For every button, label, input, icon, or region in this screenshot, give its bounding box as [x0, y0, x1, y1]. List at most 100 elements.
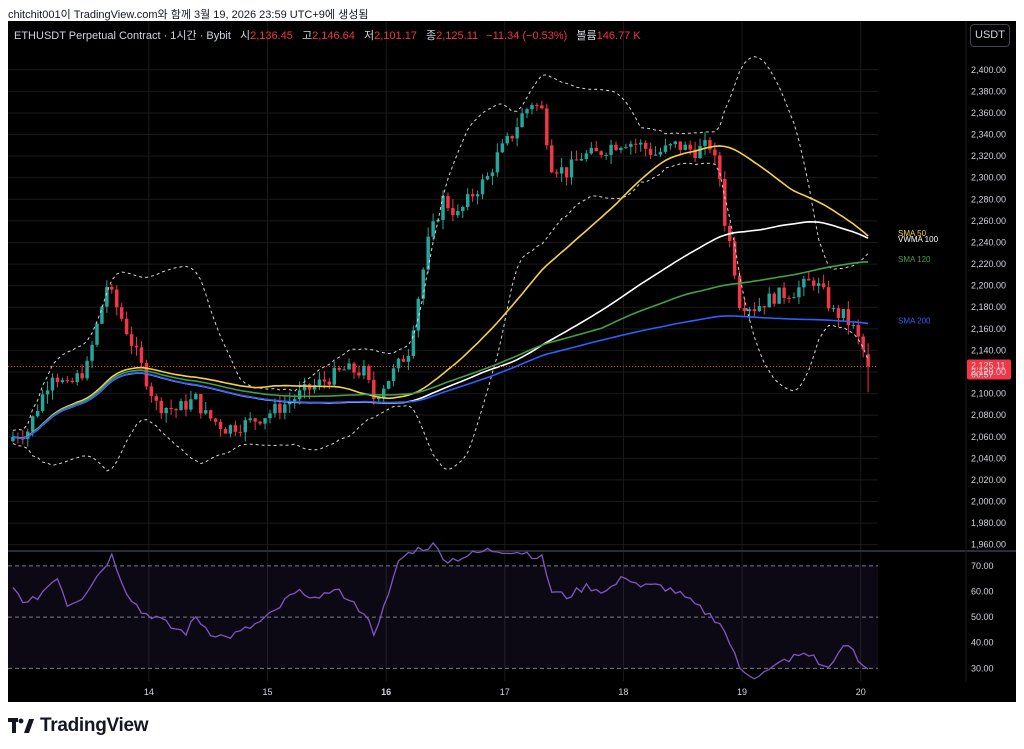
candle-body[interactable]: [792, 297, 796, 299]
candle-body[interactable]: [446, 195, 450, 209]
candle-body[interactable]: [233, 425, 238, 432]
candle-body[interactable]: [337, 367, 341, 370]
candle-body[interactable]: [253, 418, 257, 422]
candle-body[interactable]: [688, 144, 692, 150]
candle-body[interactable]: [248, 418, 252, 421]
candle-body[interactable]: [174, 409, 178, 411]
candle-body[interactable]: [129, 334, 134, 346]
candle-body[interactable]: [678, 141, 683, 150]
candle-body[interactable]: [545, 108, 549, 146]
candle-body[interactable]: [604, 154, 608, 156]
candle-body[interactable]: [105, 286, 109, 307]
candle-body[interactable]: [668, 144, 673, 146]
candle-body[interactable]: [431, 221, 435, 237]
candle-body[interactable]: [100, 306, 104, 324]
candle-body[interactable]: [391, 368, 396, 382]
candle-body[interactable]: [396, 358, 401, 369]
candle-body[interactable]: [159, 400, 163, 414]
candle-body[interactable]: [629, 143, 633, 147]
candle-body[interactable]: [594, 147, 598, 152]
candle-body[interactable]: [515, 127, 519, 139]
candle-body[interactable]: [777, 287, 781, 304]
candle-body[interactable]: [609, 144, 613, 155]
candle-body[interactable]: [703, 140, 707, 146]
candle-body[interactable]: [816, 283, 821, 286]
candle-body[interactable]: [278, 403, 282, 413]
candle-body[interactable]: [199, 393, 203, 414]
candle-body[interactable]: [218, 421, 223, 429]
candle-body[interactable]: [327, 381, 332, 385]
candle-body[interactable]: [169, 407, 173, 410]
candle-body[interactable]: [485, 176, 490, 180]
candle-body[interactable]: [653, 154, 658, 156]
candle-body[interactable]: [95, 323, 99, 345]
candle-body[interactable]: [648, 148, 653, 155]
candle-body[interactable]: [85, 360, 89, 379]
candle-body[interactable]: [139, 347, 144, 363]
candle-body[interactable]: [283, 404, 287, 413]
candle-body[interactable]: [208, 410, 213, 419]
candle-body[interactable]: [386, 381, 391, 389]
candle-body[interactable]: [223, 428, 228, 434]
candle-body[interactable]: [55, 377, 60, 383]
candle-body[interactable]: [846, 309, 851, 326]
candle-body[interactable]: [258, 421, 262, 424]
candle-body[interactable]: [194, 393, 198, 400]
candle-body[interactable]: [475, 194, 480, 197]
candle-body[interactable]: [782, 287, 786, 298]
candle-body[interactable]: [787, 297, 791, 299]
candle-body[interactable]: [807, 278, 811, 281]
candle-body[interactable]: [268, 413, 272, 419]
candle-body[interactable]: [525, 109, 529, 114]
candle-body[interactable]: [377, 397, 381, 400]
candle-body[interactable]: [164, 407, 168, 414]
candle-body[interactable]: [213, 418, 218, 422]
candle-body[interactable]: [802, 278, 806, 288]
candle-body[interactable]: [115, 289, 119, 308]
candle-body[interactable]: [134, 345, 139, 348]
candle-body[interactable]: [119, 307, 124, 319]
candle-body[interactable]: [530, 105, 534, 110]
candle-body[interactable]: [693, 149, 697, 159]
candle-body[interactable]: [273, 403, 277, 414]
candle-body[interactable]: [747, 309, 752, 312]
candle-body[interactable]: [149, 386, 154, 397]
candle-body[interactable]: [179, 401, 183, 411]
candle-body[interactable]: [184, 401, 188, 410]
candle-body[interactable]: [698, 145, 702, 159]
candle-body[interactable]: [70, 380, 74, 383]
candle-body[interactable]: [599, 151, 603, 155]
candle-body[interactable]: [35, 410, 40, 417]
candle-body[interactable]: [663, 145, 668, 152]
candle-body[interactable]: [367, 365, 371, 380]
candle-body[interactable]: [589, 147, 594, 154]
candle-body[interactable]: [154, 396, 159, 401]
candle-body[interactable]: [243, 420, 248, 433]
candle-body[interactable]: [559, 167, 564, 174]
candle-body[interactable]: [297, 390, 302, 400]
candle-body[interactable]: [535, 105, 539, 107]
candle-body[interactable]: [406, 356, 411, 362]
candle-body[interactable]: [584, 153, 589, 160]
candle-body[interactable]: [505, 135, 509, 144]
candle-body[interactable]: [851, 324, 856, 326]
candle-body[interactable]: [288, 401, 292, 405]
candle-body[interactable]: [381, 388, 386, 398]
candle-body[interactable]: [124, 318, 129, 335]
tradingview-logo[interactable]: TradingView: [8, 714, 149, 738]
candle-body[interactable]: [797, 287, 801, 298]
candle-body[interactable]: [550, 145, 554, 173]
candle-body[interactable]: [757, 306, 762, 312]
candle-body[interactable]: [826, 287, 831, 309]
candle-body[interactable]: [732, 241, 737, 276]
candle-body[interactable]: [40, 394, 45, 411]
symbol-title[interactable]: ETHUSDT Perpetual Contract · 1시간 · Bybit: [14, 30, 231, 42]
candle-body[interactable]: [841, 309, 846, 319]
candle-body[interactable]: [416, 298, 421, 331]
candle-body[interactable]: [332, 367, 336, 385]
candle-body[interactable]: [470, 194, 475, 197]
candle-body[interactable]: [500, 143, 505, 153]
candle-body[interactable]: [11, 436, 15, 442]
candle-body[interactable]: [203, 410, 208, 414]
